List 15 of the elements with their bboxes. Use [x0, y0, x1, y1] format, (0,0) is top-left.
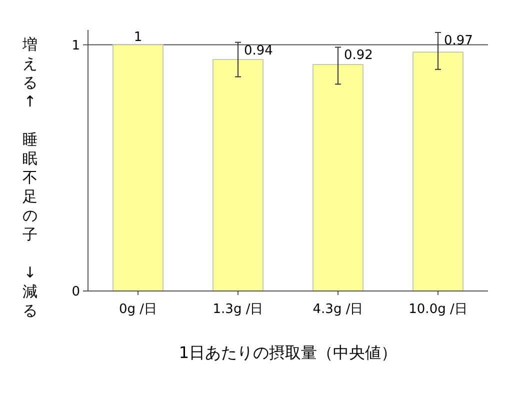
bar	[412, 52, 464, 292]
x-tick-label: 4.3g /日	[312, 302, 364, 317]
data-label: 0.92	[344, 48, 373, 64]
x-axis-title: 1日あたりの摂取量（中央値）	[178, 343, 398, 362]
data-label: 0.97	[444, 33, 473, 48]
y-tick-label: 0	[72, 284, 80, 300]
bar	[112, 44, 164, 292]
data-label: 1	[134, 30, 142, 45]
text: 増える↑ 睡眠不足の子 ↓減る	[22, 36, 38, 320]
bar	[312, 64, 364, 292]
x-tick-label: 10.0g /日	[408, 302, 468, 317]
x-tick-label: 0g /日	[118, 302, 158, 317]
x-tick-label: 1.3g /日	[212, 302, 264, 317]
data-label: 0.94	[244, 43, 273, 58]
bar	[212, 59, 264, 292]
